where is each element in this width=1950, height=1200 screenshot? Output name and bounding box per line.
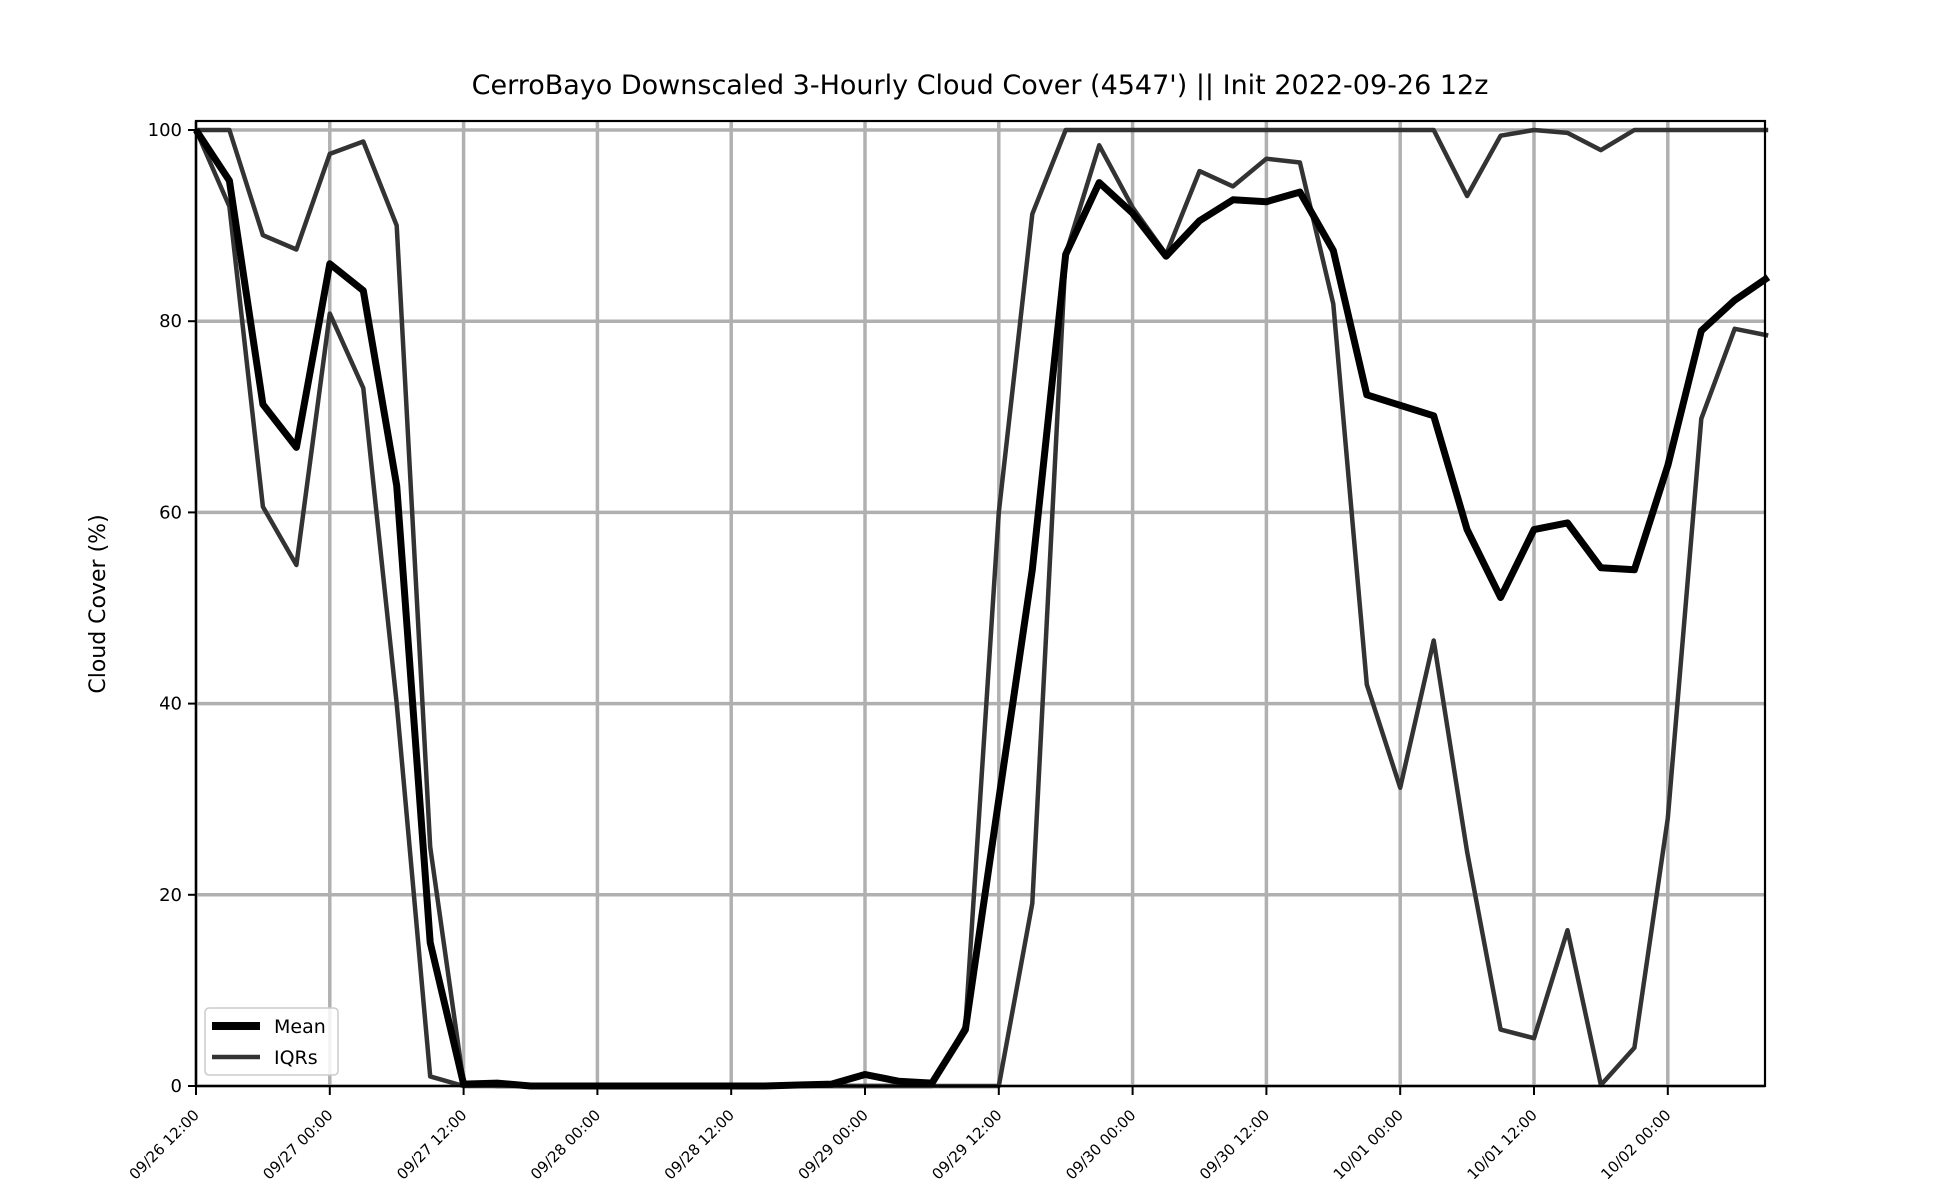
y-tick-label: 60 — [159, 502, 182, 523]
x-tick-label: 09/30 00:00 — [1062, 1106, 1139, 1183]
x-tick-label: 09/26 12:00 — [126, 1106, 203, 1183]
legend-iqr-label: IQRs — [274, 1047, 318, 1069]
x-tick-label: 09/27 12:00 — [393, 1106, 470, 1183]
legend: Mean IQRs — [204, 1007, 339, 1076]
y-axis-label: Cloud Cover (%) — [86, 514, 111, 693]
chart-title: CerroBayo Downscaled 3-Hourly Cloud Cove… — [472, 70, 1489, 101]
y-tick-label: 40 — [159, 694, 182, 715]
x-tick-label: 10/01 12:00 — [1464, 1106, 1541, 1183]
axis-ticks: 0 20 40 60 80 100 09/26 12:00 09/27 00:00 09/27 … — [126, 120, 1675, 1183]
x-tick-label: 09/29 12:00 — [928, 1106, 1005, 1183]
y-tick-label: 20 — [159, 885, 182, 906]
y-tick-label: 0 — [171, 1076, 182, 1097]
y-tick-label: 100 — [148, 120, 182, 141]
x-tick-label: 09/29 00:00 — [795, 1106, 872, 1183]
x-tick-label: 09/28 00:00 — [527, 1106, 604, 1183]
y-tick-label: 80 — [159, 311, 182, 332]
x-tick-label: 10/02 00:00 — [1597, 1106, 1674, 1183]
series-line-iqr-upper — [196, 127, 1769, 1089]
x-tick-label: 09/28 12:00 — [661, 1106, 738, 1183]
series-line-mean — [193, 128, 1771, 1090]
plot-frame — [194, 119, 1767, 1088]
x-tick-label: 09/27 00:00 — [259, 1106, 336, 1183]
legend-mean-label: Mean — [274, 1016, 326, 1038]
x-tick-label: 09/30 12:00 — [1196, 1106, 1273, 1183]
x-tick-label: 10/01 00:00 — [1330, 1106, 1407, 1183]
grid-lines — [194, 121, 1765, 1088]
